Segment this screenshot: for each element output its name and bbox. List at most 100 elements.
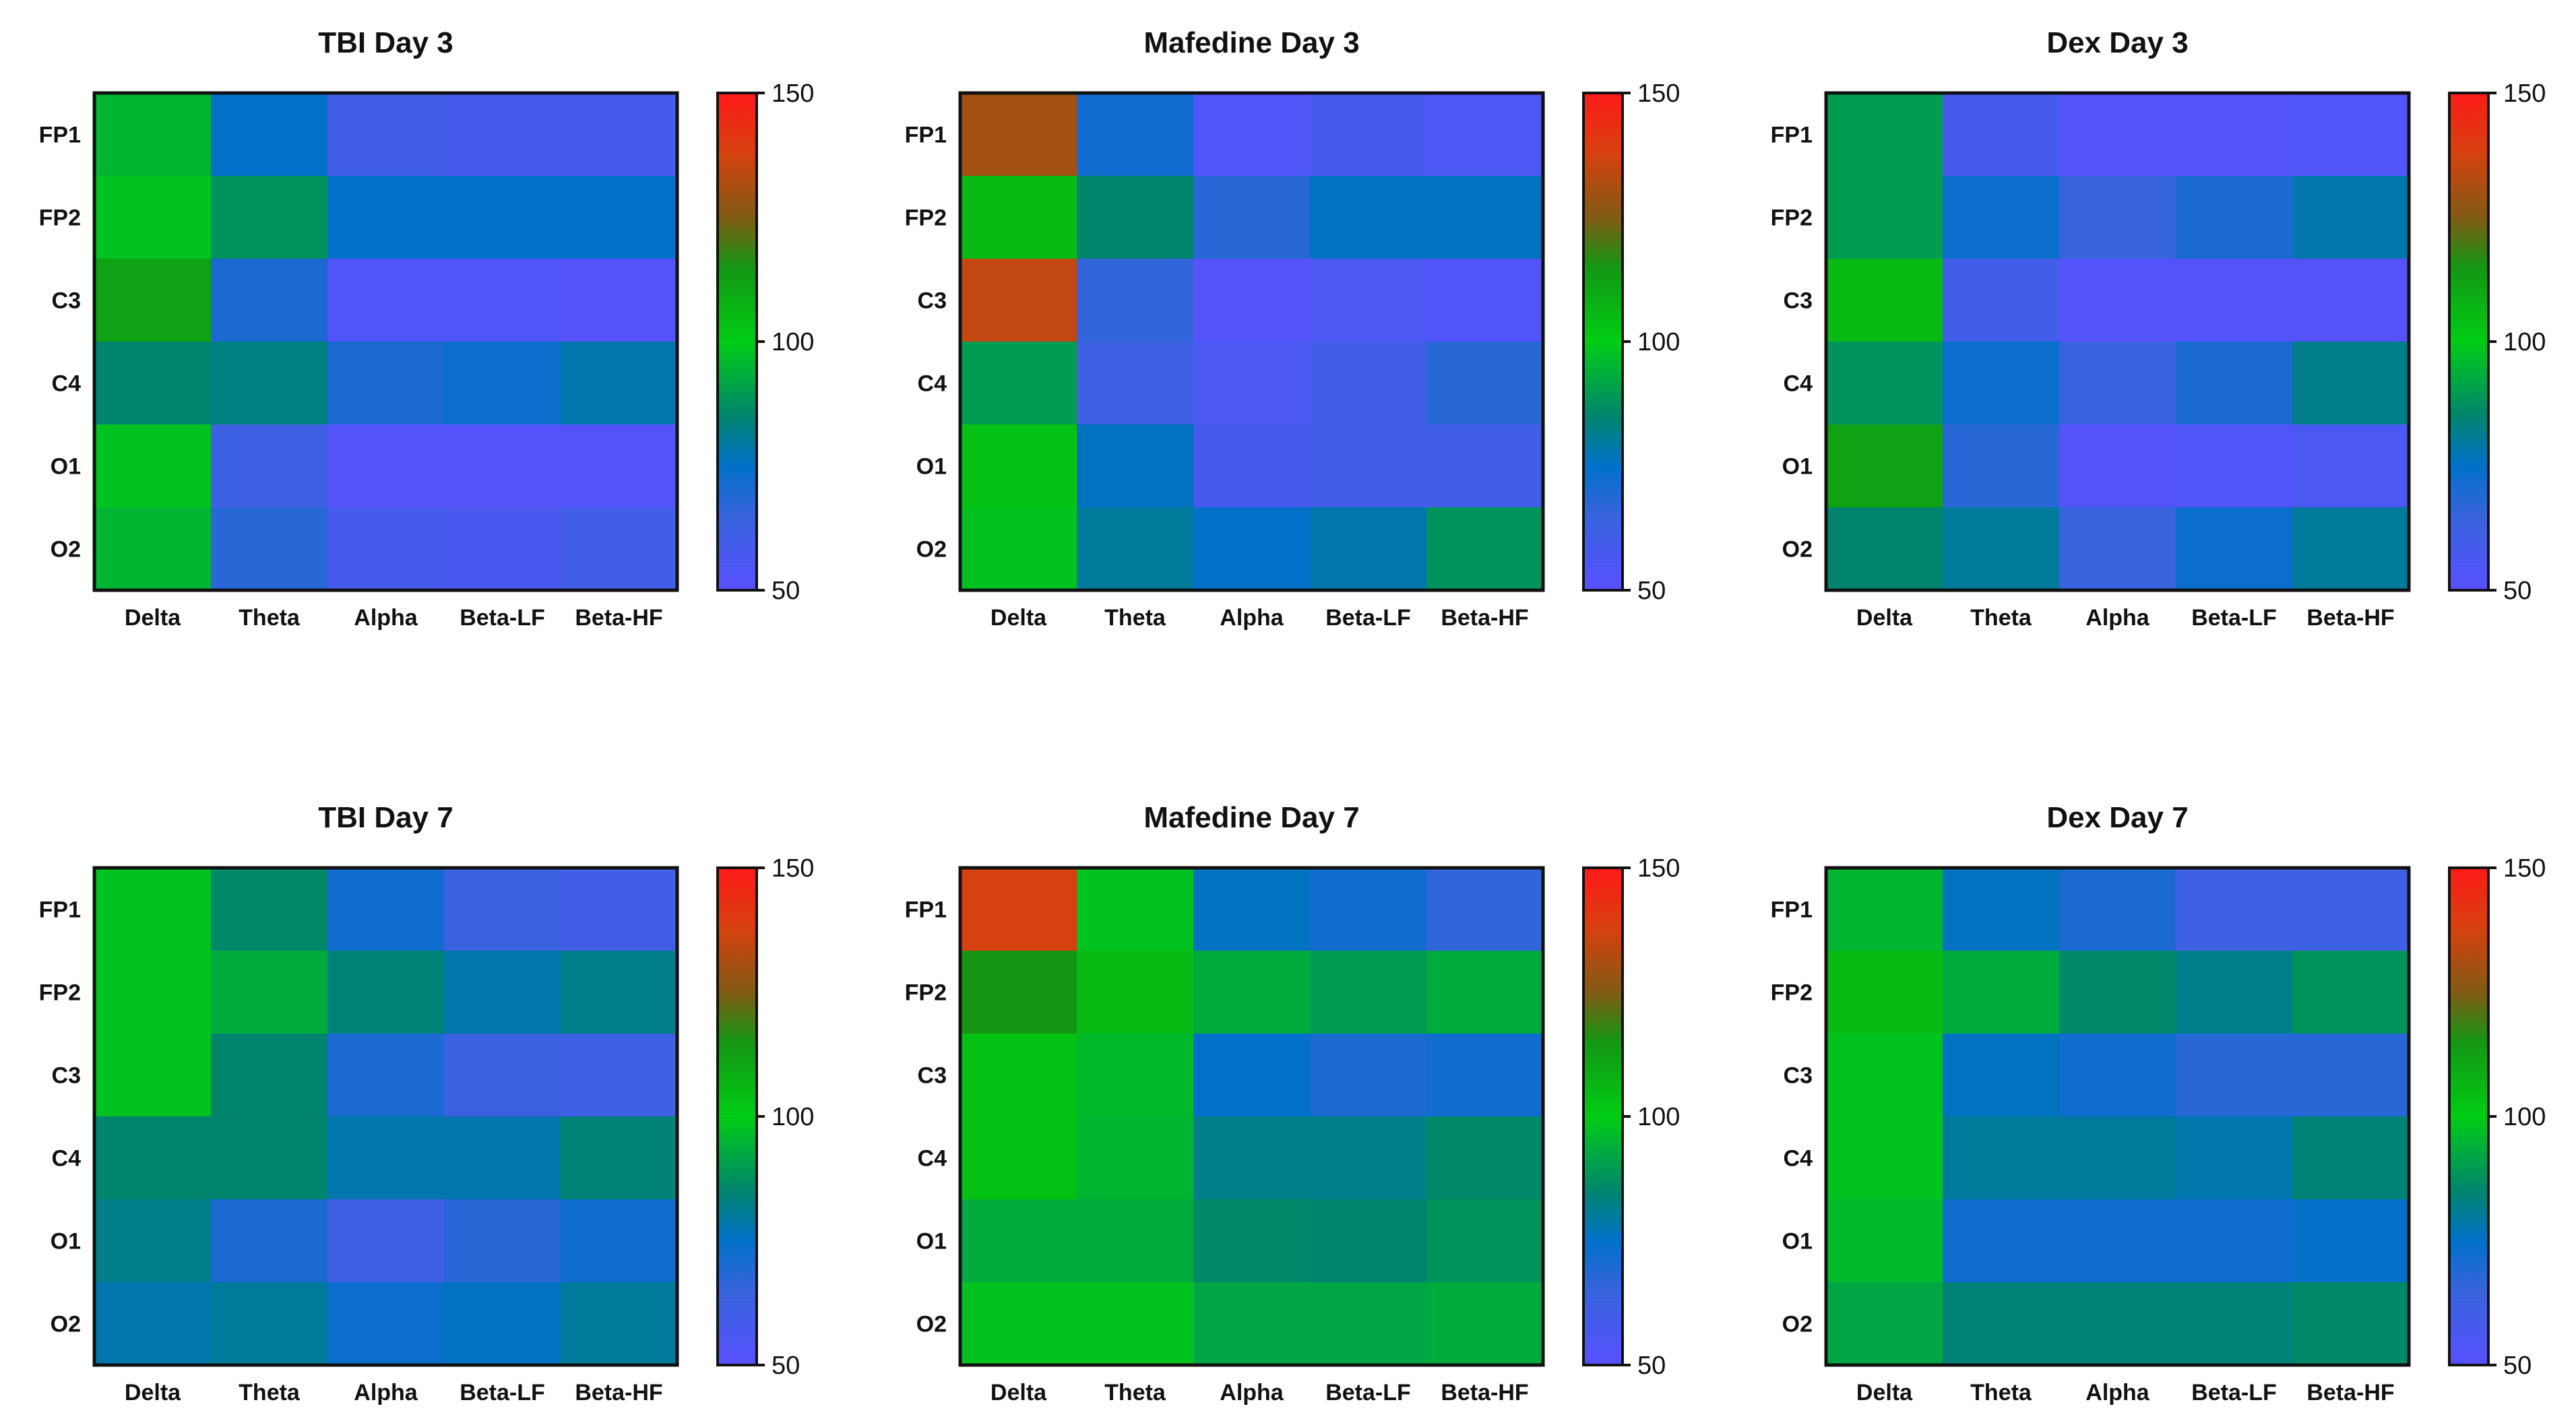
x-tick-label: Beta-LF [2191, 605, 2277, 631]
heatmap-cell [2292, 176, 2410, 259]
y-tick-label: FP2 [1771, 980, 1813, 1006]
heatmap-cell [561, 951, 678, 1034]
heatmap-cell [1826, 868, 1943, 951]
plot-frame [92, 91, 679, 592]
heatmap-cell [561, 1199, 678, 1283]
heatmap-cell [94, 1199, 212, 1283]
x-tick-label: Theta [239, 605, 301, 631]
chart-title: Mafedine Day 3 [1143, 26, 1359, 59]
x-tick-label: Beta-LF [1325, 1380, 1411, 1405]
colorbar-tick-label: 150 [2503, 854, 2546, 883]
colorbar [716, 866, 758, 1366]
heatmap-cell [444, 176, 561, 259]
heatmap-cell [960, 259, 1077, 342]
heatmap-cell [1310, 1282, 1427, 1366]
heatmap-cell [960, 1116, 1077, 1200]
heatmap-cell [1310, 868, 1427, 951]
heatmap-cell [960, 93, 1077, 177]
heatmap-cell [327, 1282, 445, 1366]
y-tick-label: C4 [918, 1146, 947, 1172]
y-tick-label: C3 [918, 1063, 947, 1089]
heatmap-cell [561, 507, 678, 591]
heatmap-cell [1193, 868, 1311, 951]
heatmap-cell [94, 1116, 212, 1200]
y-tick-label: C3 [918, 288, 947, 314]
colorbar-tick-label: 150 [1637, 854, 1680, 883]
x-tick-label: Alpha [1220, 1380, 1284, 1405]
y-tick-label: O2 [1782, 537, 1813, 563]
y-tick-label: FP1 [39, 897, 81, 923]
heatmap-cell [1077, 342, 1194, 425]
heatmap-cell [1077, 1116, 1194, 1200]
heatmap-cell [1193, 1199, 1311, 1283]
y-tick-label: FP2 [39, 205, 81, 231]
heatmap-cell [211, 951, 328, 1034]
heatmap-cell [1193, 1282, 1311, 1366]
heatmap-cell [211, 176, 328, 259]
heatmap-cell [561, 1116, 678, 1200]
heatmap-cell [1426, 868, 1544, 951]
heatmap-cell [960, 1282, 1077, 1366]
heatmap-cell [2292, 1282, 2410, 1366]
y-tick-label: O1 [51, 454, 81, 480]
y-tick-label: FP1 [905, 123, 947, 148]
heatmap-cell [1077, 951, 1194, 1034]
x-tick-label: Alpha [1220, 605, 1284, 631]
plot-frame [92, 866, 679, 1367]
heatmap-cell [2176, 424, 2293, 508]
colorbar-tick-label: 150 [772, 854, 814, 883]
heatmap-cell [960, 1034, 1077, 1117]
heatmap-cell [444, 951, 561, 1034]
heatmap-cell [211, 342, 328, 425]
heatmap-cell [2292, 259, 2410, 342]
heatmap-cell [1943, 1282, 2060, 1366]
heatmap-cell [1193, 424, 1311, 508]
heatmap-cell [1943, 342, 2060, 425]
heatmap-cell [444, 93, 561, 177]
colorbar-tick-label: 100 [1637, 328, 1680, 356]
heatmap-cell [960, 176, 1077, 259]
heatmap-cell [211, 1199, 328, 1283]
heatmap-cell [1310, 1034, 1427, 1117]
heatmap-cell [1077, 93, 1194, 177]
heatmap-cell [444, 1034, 561, 1117]
heatmap-cell [2059, 93, 2176, 177]
heatmap-cell [2059, 259, 2176, 342]
heatmap-cell [1077, 176, 1194, 259]
heatmap-cell [2176, 1116, 2293, 1200]
heatmap-panel: Mafedine Day 3 FP1 FP2 C3 C4 O1 O2 Delta Theta Al… [905, 26, 1680, 631]
colorbar-tick-label: 50 [2503, 1352, 2532, 1380]
heatmap-cell [211, 868, 328, 951]
heatmap-cell [94, 1034, 212, 1117]
y-tick-label: O1 [1782, 454, 1813, 480]
heatmap-cell [444, 1199, 561, 1283]
x-tick-label: Delta [1856, 605, 1913, 631]
heatmap-cell [1077, 507, 1194, 591]
heatmap-cell [960, 507, 1077, 591]
x-tick-label: Beta-HF [1441, 605, 1528, 631]
heatmap-cell [1310, 507, 1427, 591]
heatmap-cell [211, 424, 328, 508]
heatmap-cell [211, 507, 328, 591]
heatmap-cell [1426, 951, 1544, 1034]
colorbar-tick-label: 100 [772, 1103, 814, 1131]
heatmap-cell [2059, 1199, 2176, 1283]
heatmap-cell [1426, 342, 1544, 425]
heatmap-cell [1826, 1116, 1943, 1200]
plot-frame [958, 91, 1545, 592]
heatmap-cell [1077, 1282, 1194, 1366]
heatmap-cell [1426, 424, 1544, 508]
heatmap-cell [2176, 1282, 2293, 1366]
colorbar-tick-label: 150 [1637, 80, 1680, 108]
chart-title: TBI Day 7 [318, 801, 453, 834]
plot-frame [1824, 866, 2411, 1367]
x-tick-label: Delta [125, 1380, 181, 1405]
heatmap-cell [444, 507, 561, 591]
heatmap-cell [2292, 1116, 2410, 1200]
heatmap-panel: TBI Day 3 FP1 FP2 C3 C4 O1 O2 Delta Theta Alpha Be… [39, 26, 815, 631]
heatmap-cell [1077, 424, 1194, 508]
heatmap-cell [1826, 424, 1943, 508]
heatmap-cell [2176, 868, 2293, 951]
heatmap-cell [2292, 342, 2410, 425]
colorbar [2448, 866, 2490, 1366]
